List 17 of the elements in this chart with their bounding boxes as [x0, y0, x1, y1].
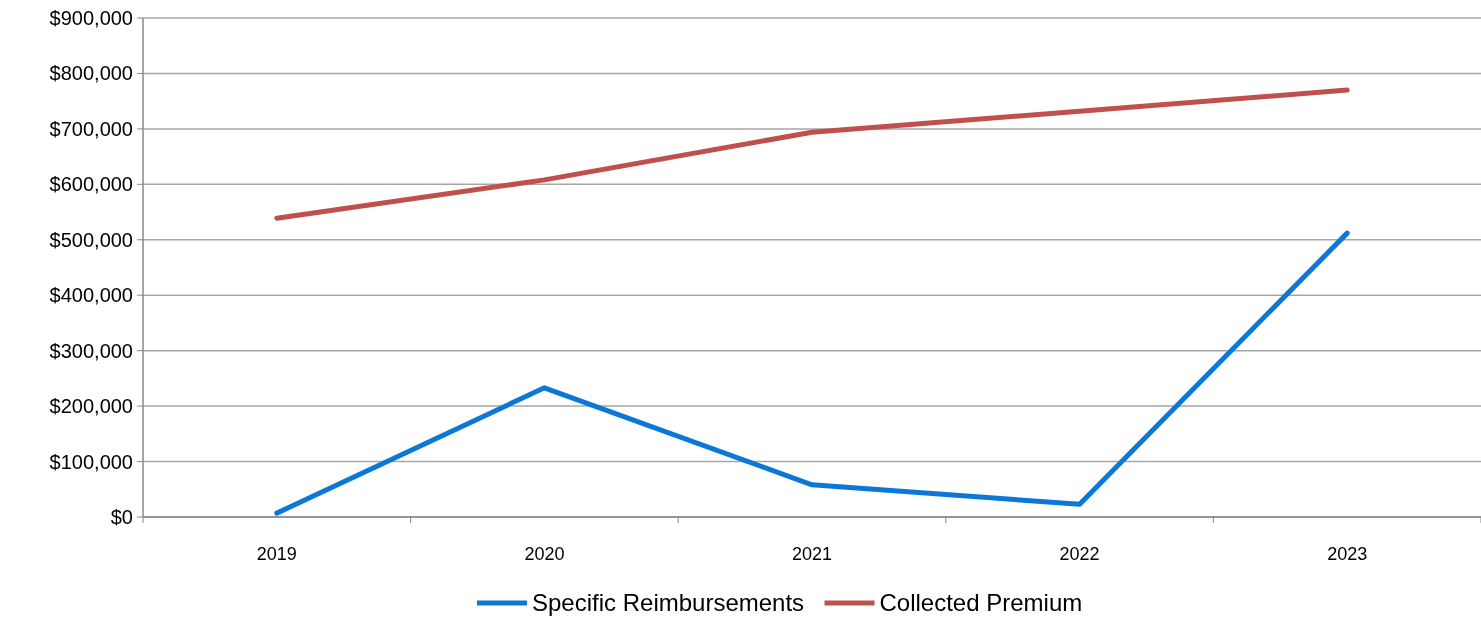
- x-tick-label: 2023: [1327, 544, 1368, 564]
- legend-label: Collected Premium: [879, 589, 1083, 617]
- y-tick-label: $800,000: [49, 62, 133, 85]
- y-tick-label: $500,000: [49, 228, 133, 251]
- x-tick-label: 2020: [524, 544, 565, 564]
- x-tick-label: 2019: [256, 544, 297, 564]
- y-tick-label: $700,000: [49, 117, 133, 140]
- x-tick-label: 2021: [791, 544, 833, 564]
- y-tick-label: $0: [110, 506, 133, 528]
- y-tick-label: $400,000: [49, 284, 133, 307]
- y-tick-label: $200,000: [49, 395, 133, 418]
- y-tick-label: $300,000: [49, 339, 133, 362]
- y-tick-label: $900,000: [49, 7, 133, 29]
- y-tick-label: $100,000: [49, 450, 133, 473]
- legend-label: Specific Reimbursements: [532, 589, 805, 617]
- x-tick-label: 2022: [1059, 544, 1100, 564]
- y-tick-label: $600,000: [49, 173, 133, 196]
